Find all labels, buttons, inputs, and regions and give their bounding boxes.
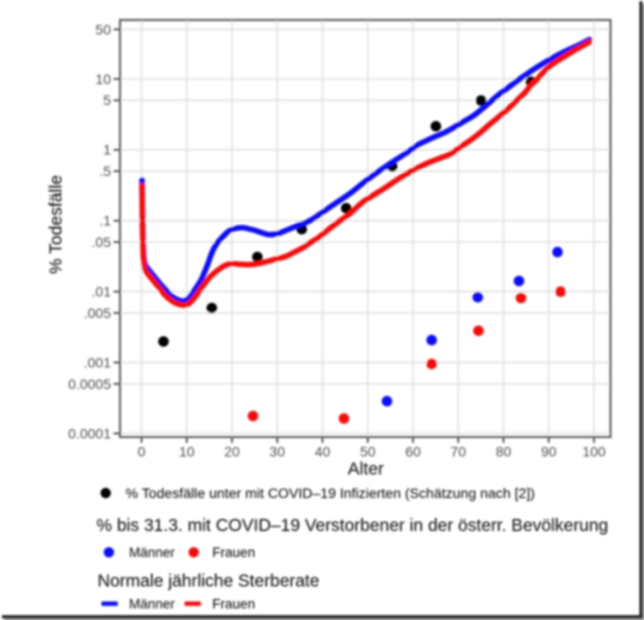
svg-text:Normale jährliche Sterberate: Normale jährliche Sterberate: [98, 570, 320, 590]
svg-text:% Todesfälle: % Todesfälle: [46, 175, 66, 274]
svg-text:Frauen: Frauen: [212, 545, 255, 560]
svg-text:70: 70: [450, 443, 466, 459]
svg-text:20: 20: [224, 443, 240, 459]
svg-text:Männer: Männer: [129, 597, 175, 612]
svg-text:80: 80: [496, 443, 512, 459]
svg-text:.1: .1: [99, 213, 111, 229]
svg-text:.05: .05: [92, 234, 112, 250]
svg-text:50: 50: [360, 443, 376, 459]
svg-text:.01: .01: [92, 284, 112, 300]
svg-text:% Todesfälle unter mit COVID–1: % Todesfälle unter mit COVID–19 Infizier…: [126, 485, 535, 501]
svg-text:30: 30: [269, 443, 285, 459]
svg-text:50: 50: [95, 21, 111, 37]
svg-text:10: 10: [179, 443, 195, 459]
svg-text:.005: .005: [84, 305, 111, 321]
svg-text:100: 100: [582, 443, 606, 459]
svg-text:Männer: Männer: [129, 545, 175, 560]
svg-text:.001: .001: [84, 354, 111, 370]
svg-text:.5: .5: [99, 163, 111, 179]
svg-text:% bis 31.3. mit COVID–19 Verst: % bis 31.3. mit COVID–19 Verstorbener in…: [97, 515, 609, 535]
svg-text:40: 40: [315, 443, 331, 459]
svg-text:Frauen: Frauen: [212, 597, 255, 612]
svg-text:5: 5: [103, 92, 111, 108]
svg-text:60: 60: [405, 443, 421, 459]
svg-text:10: 10: [95, 71, 111, 87]
svg-text:90: 90: [541, 443, 557, 459]
svg-text:Alter: Alter: [348, 458, 384, 478]
svg-text:0.0001: 0.0001: [68, 425, 111, 441]
svg-text:0: 0: [138, 443, 146, 459]
svg-text:1: 1: [103, 142, 111, 158]
svg-text:0.0005: 0.0005: [68, 376, 111, 392]
